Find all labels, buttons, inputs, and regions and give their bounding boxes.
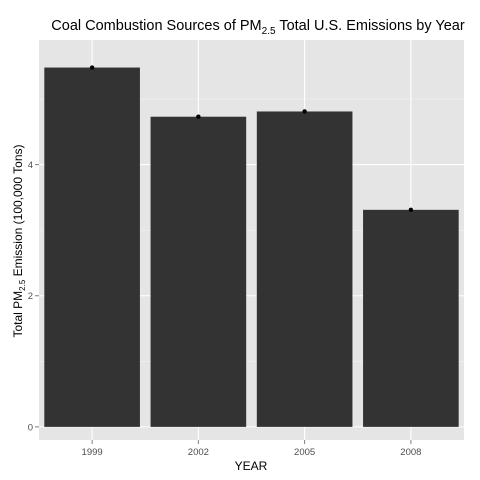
chart-title-subscript: 2.5 [262, 26, 276, 37]
x-tick-label: 1999 [82, 447, 103, 458]
y-axis-title-subscript: 2.5 [18, 279, 27, 291]
y-tick-label: 0 [28, 422, 33, 433]
bar-2002 [150, 116, 247, 427]
y-axis: 0 2 4 [28, 160, 39, 433]
x-axis: 1999 2002 2005 2008 [82, 440, 421, 458]
y-tick-label: 4 [28, 160, 33, 171]
point-marker-1999 [89, 65, 95, 70]
y-axis-title-suffix: Emission (100,000 Tons) [11, 145, 25, 280]
chart-title-suffix: Total U.S. Emissions by Year [276, 18, 465, 34]
x-tick-label: 2002 [188, 447, 209, 458]
y-axis-title: Total PM2.5 Emission (100,000 Tons) [11, 145, 27, 338]
point-marker-2002 [196, 114, 201, 119]
chart-title: Coal Combustion Sources of PM2.5 Total U… [51, 18, 465, 37]
y-axis-title-prefix: Total PM [11, 291, 25, 338]
chart-title-prefix: Coal Combustion Sources of PM [51, 18, 261, 34]
bar-1999 [44, 67, 140, 427]
x-tick-label: 2005 [294, 447, 315, 458]
bars [44, 67, 459, 427]
point-markers [89, 65, 414, 213]
x-axis-title: YEAR [235, 459, 268, 473]
point-marker-2005 [302, 109, 307, 114]
y-tick-label: 2 [28, 291, 33, 302]
x-tick-label: 2008 [400, 447, 421, 458]
point-marker-2008 [408, 207, 414, 213]
bar-2005 [256, 111, 353, 427]
bar-2008 [363, 209, 459, 427]
